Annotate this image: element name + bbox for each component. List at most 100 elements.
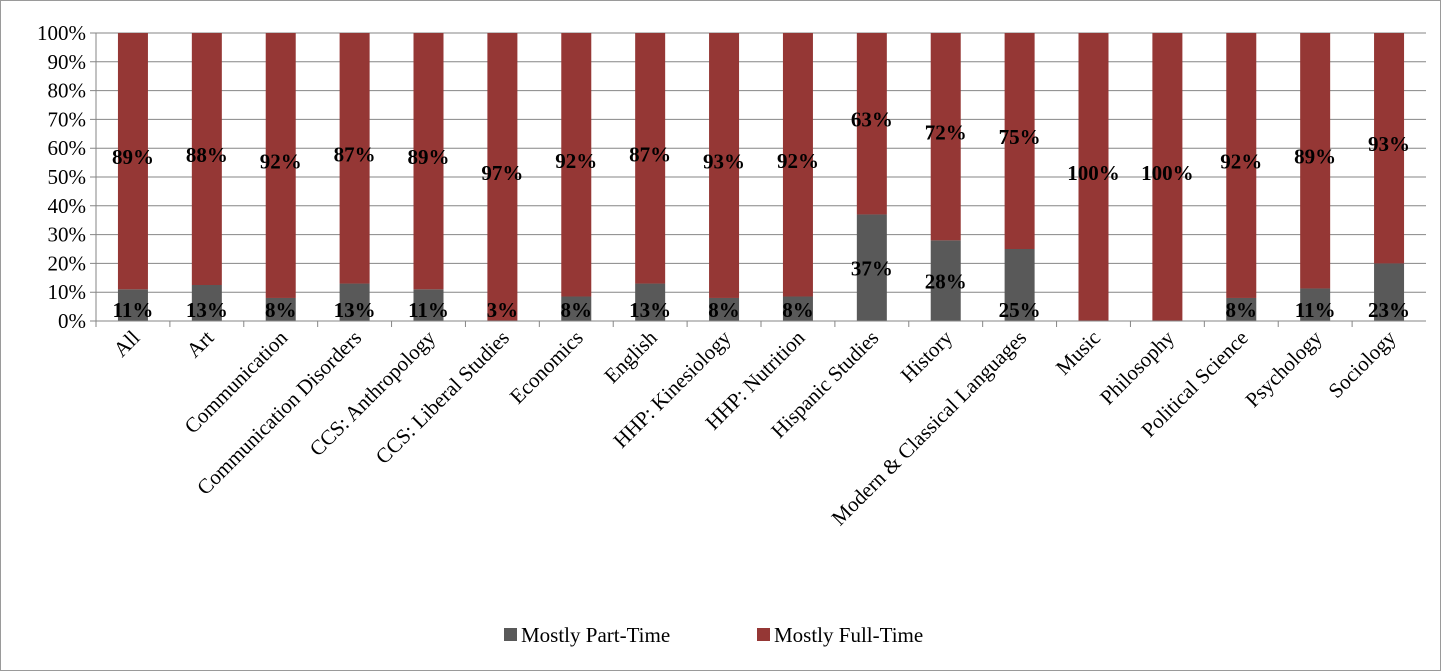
x-category-label: Music bbox=[1051, 326, 1105, 380]
y-tick-label: 70% bbox=[48, 107, 87, 131]
bar-part-time bbox=[191, 285, 222, 321]
x-category-label: History bbox=[896, 325, 958, 387]
legend-swatch-full-time bbox=[757, 628, 770, 641]
bar-full-time bbox=[930, 33, 961, 241]
data-label-part-time: 13% bbox=[629, 298, 671, 322]
bar-part-time bbox=[265, 297, 296, 321]
bar-full-time bbox=[339, 33, 370, 284]
y-tick-label: 40% bbox=[48, 194, 87, 218]
bar-full-time bbox=[709, 33, 740, 298]
data-label-full-time: 75% bbox=[999, 125, 1041, 149]
data-label-full-time: 89% bbox=[408, 145, 450, 169]
data-label-part-time: 28% bbox=[925, 270, 967, 294]
legend-label-full-time: Mostly Full-Time bbox=[774, 623, 923, 647]
bar-part-time bbox=[339, 283, 370, 321]
bar-full-time bbox=[1300, 33, 1331, 289]
bar-part-time bbox=[1004, 249, 1035, 321]
x-category-label: Psychology bbox=[1240, 325, 1327, 412]
data-label-full-time: 87% bbox=[629, 142, 671, 166]
bar-part-time bbox=[635, 283, 666, 321]
gridlines bbox=[90, 32, 1426, 322]
data-label-full-time: 100% bbox=[1141, 161, 1194, 185]
data-label-full-time: 92% bbox=[777, 149, 819, 173]
bar-part-time bbox=[782, 296, 813, 321]
x-category-label: English bbox=[599, 325, 662, 388]
data-label-part-time: 8% bbox=[265, 298, 297, 322]
x-category-label: Economics bbox=[505, 326, 588, 409]
data-labels: 11% 89% 13% 88% 8% 92% 13% 87% 11% 89% 3% 97% 8% 92% 1… bbox=[112, 108, 1410, 322]
bar-full-time bbox=[487, 33, 518, 321]
data-label-part-time: 11% bbox=[113, 298, 154, 322]
legend-swatch-part-time bbox=[504, 628, 517, 641]
data-label-part-time: 8% bbox=[782, 298, 814, 322]
y-tick-label: 0% bbox=[58, 309, 86, 333]
bar-part-time bbox=[709, 297, 740, 321]
bar-full-time bbox=[191, 33, 222, 285]
data-label-part-time: 37% bbox=[851, 257, 893, 281]
bar-full-time bbox=[265, 33, 296, 298]
data-label-part-time: 23% bbox=[1368, 298, 1410, 322]
bar-full-time bbox=[1004, 33, 1035, 249]
y-axis: 0% 10% 20% 30% 40% 50% 60% 70% 80% 90% 100% bbox=[37, 21, 97, 333]
data-label-full-time: 89% bbox=[112, 145, 154, 169]
y-tick-label: 60% bbox=[48, 136, 87, 160]
data-label-full-time: 93% bbox=[703, 149, 745, 173]
x-category-label: CCS: Liberal Studies bbox=[371, 326, 514, 469]
data-label-part-time: 25% bbox=[999, 298, 1041, 322]
data-label-part-time: 11% bbox=[408, 298, 449, 322]
y-tick-label: 10% bbox=[48, 280, 87, 304]
data-label-full-time: 100% bbox=[1067, 161, 1120, 185]
bar-part-time bbox=[930, 240, 961, 321]
y-tick-label: 30% bbox=[48, 223, 87, 247]
bar-full-time bbox=[413, 33, 444, 290]
data-label-full-time: 92% bbox=[555, 149, 597, 173]
data-label-part-time: 8% bbox=[561, 298, 593, 322]
bar-full-time bbox=[856, 33, 887, 215]
bar-full-time bbox=[782, 33, 813, 297]
x-category-label: Art bbox=[182, 325, 219, 362]
data-label-part-time: 8% bbox=[708, 298, 740, 322]
bar-part-time bbox=[856, 214, 887, 321]
legend: Mostly Part-Time Mostly Full-Time bbox=[504, 623, 923, 647]
data-label-part-time: 3% bbox=[487, 298, 519, 322]
data-label-part-time: 13% bbox=[334, 298, 376, 322]
y-tick-label: 50% bbox=[48, 165, 87, 189]
data-label-part-time: 8% bbox=[1226, 298, 1258, 322]
x-category-label: CCS: Anthropology bbox=[305, 325, 441, 461]
bar-full-time bbox=[1226, 33, 1257, 298]
x-category-label: Sociology bbox=[1323, 325, 1401, 403]
bar-part-time bbox=[117, 289, 148, 321]
data-label-full-time: 87% bbox=[334, 142, 376, 166]
y-tick-label: 100% bbox=[37, 21, 86, 45]
data-label-full-time: 72% bbox=[925, 121, 967, 145]
bar-full-time bbox=[1152, 33, 1183, 321]
y-tick-label: 90% bbox=[48, 50, 87, 74]
bar-part-time bbox=[1300, 288, 1331, 321]
bar-part-time bbox=[1226, 297, 1257, 321]
data-label-full-time: 89% bbox=[1294, 145, 1336, 169]
data-label-part-time: 11% bbox=[1295, 298, 1336, 322]
bar-part-time bbox=[1374, 263, 1405, 321]
data-label-full-time: 97% bbox=[481, 161, 523, 185]
bars bbox=[117, 33, 1405, 321]
bar-full-time bbox=[561, 33, 592, 297]
legend-label-part-time: Mostly Part-Time bbox=[521, 623, 670, 647]
bar-part-time bbox=[413, 289, 444, 321]
data-label-part-time: 13% bbox=[186, 298, 228, 322]
bar-full-time bbox=[1374, 33, 1405, 264]
bar-full-time bbox=[117, 33, 148, 290]
bar-full-time bbox=[635, 33, 666, 284]
bar-part-time bbox=[561, 296, 592, 321]
data-label-full-time: 63% bbox=[851, 108, 893, 132]
x-category-label: All bbox=[109, 325, 145, 361]
data-label-full-time: 92% bbox=[1220, 149, 1262, 173]
y-tick-label: 80% bbox=[48, 79, 87, 103]
y-tick-label: 20% bbox=[48, 251, 87, 275]
data-label-full-time: 92% bbox=[260, 149, 302, 173]
data-label-full-time: 93% bbox=[1368, 132, 1410, 156]
data-label-full-time: 88% bbox=[186, 143, 228, 167]
bar-full-time bbox=[1078, 33, 1109, 321]
